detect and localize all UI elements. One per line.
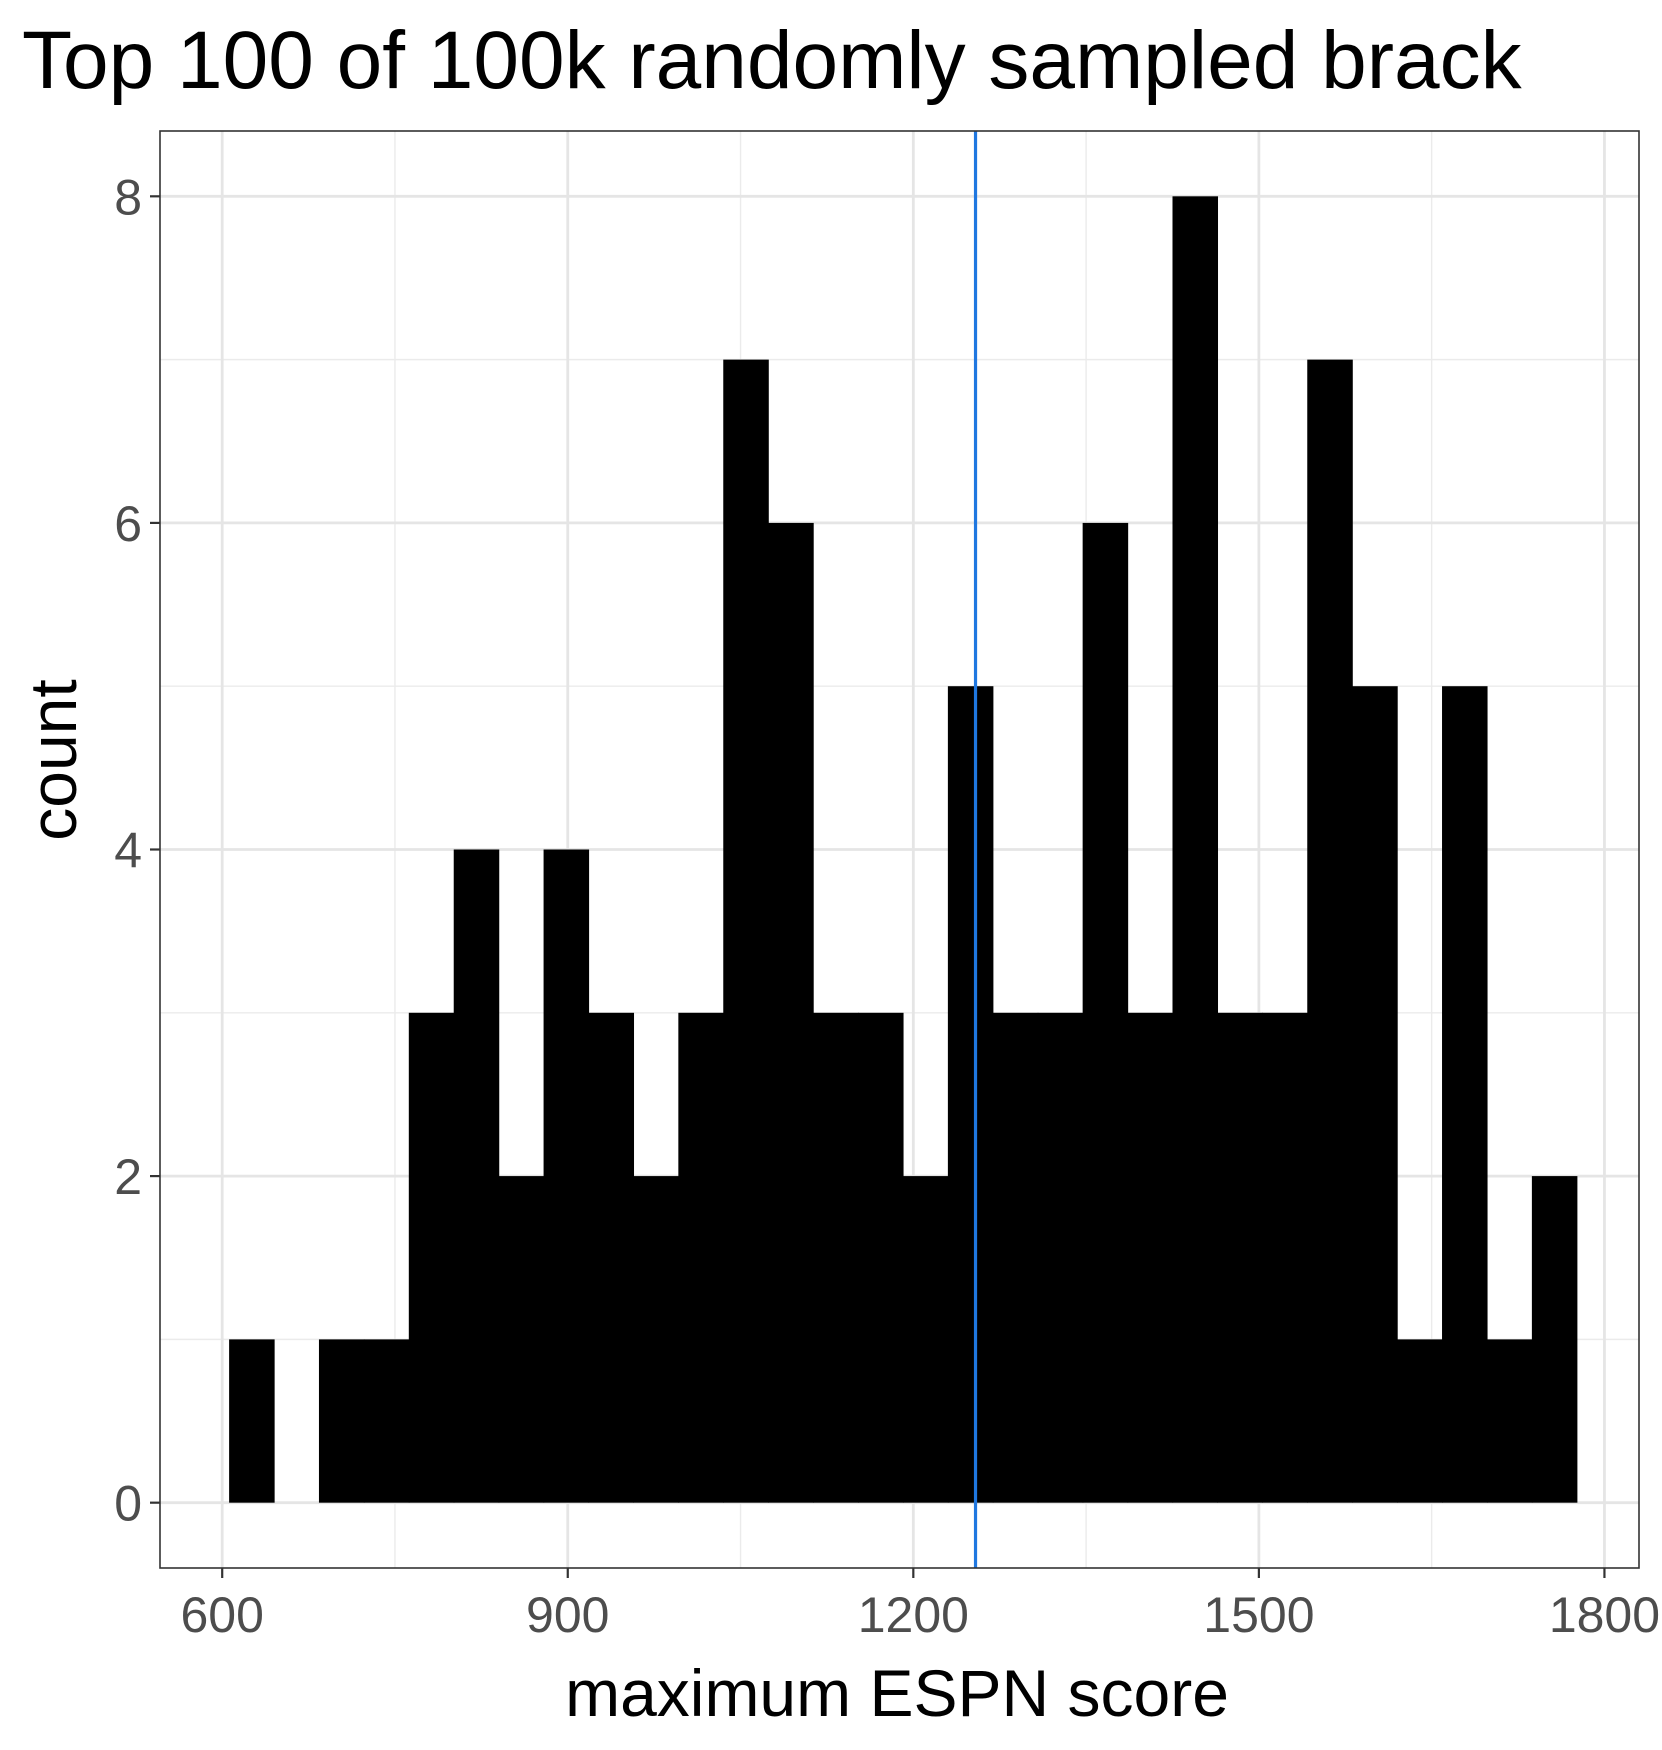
x-tick-label: 900	[526, 1587, 609, 1643]
histogram-bar	[363, 1339, 410, 1503]
histogram-bar	[992, 1012, 1039, 1503]
histogram-bars	[229, 196, 1578, 1503]
histogram-bar	[408, 1012, 455, 1503]
histogram-bar	[1082, 522, 1129, 1503]
x-axis-title: maximum ESPN score	[565, 1656, 1229, 1730]
x-tick-label: 1500	[1203, 1587, 1314, 1643]
histogram-bar	[1486, 1339, 1533, 1503]
histogram-bar	[1307, 359, 1353, 1503]
histogram-bar	[1352, 686, 1398, 1503]
histogram-bar	[543, 849, 590, 1503]
y-tick-label: 0	[114, 1476, 142, 1532]
histogram-bar	[1127, 1012, 1174, 1503]
y-tick-label: 2	[114, 1149, 142, 1205]
histogram-bar	[453, 849, 500, 1503]
histogram-bar	[858, 1012, 904, 1503]
histogram-bar	[678, 1012, 724, 1503]
histogram-bar	[947, 686, 994, 1503]
y-tick-label: 4	[114, 823, 142, 879]
histogram-bar	[902, 1176, 949, 1503]
y-axis-title: count	[16, 679, 90, 840]
histogram-bar	[588, 1012, 635, 1503]
histogram-bar	[1442, 686, 1488, 1503]
histogram-bar	[498, 1176, 545, 1503]
x-tick-label: 1800	[1549, 1587, 1660, 1643]
x-tick-label: 1200	[858, 1587, 969, 1643]
y-tick-label: 8	[114, 169, 142, 225]
histogram-bar	[229, 1339, 275, 1503]
histogram-bar	[1531, 1176, 1578, 1503]
histogram-bar	[1397, 1339, 1443, 1503]
histogram-bar	[813, 1012, 859, 1503]
histogram-bar	[633, 1176, 679, 1503]
histogram-bar	[318, 1339, 365, 1503]
x-tick-label: 600	[180, 1587, 263, 1643]
histogram-bar	[1262, 1012, 1308, 1503]
histogram-bar	[1037, 1012, 1084, 1503]
y-tick-label: 6	[114, 496, 142, 552]
histogram-bar	[1217, 1012, 1263, 1503]
y-axis: 0 2 4 6 8	[114, 169, 160, 1532]
histogram-bar	[723, 359, 769, 1503]
chart-title: Top 100 of 100k randomly sampled brack	[22, 15, 1523, 106]
x-axis: 600 900 1200 1500 1800	[180, 1568, 1660, 1643]
histogram-bar	[1172, 196, 1219, 1503]
histogram-bar	[768, 522, 814, 1503]
